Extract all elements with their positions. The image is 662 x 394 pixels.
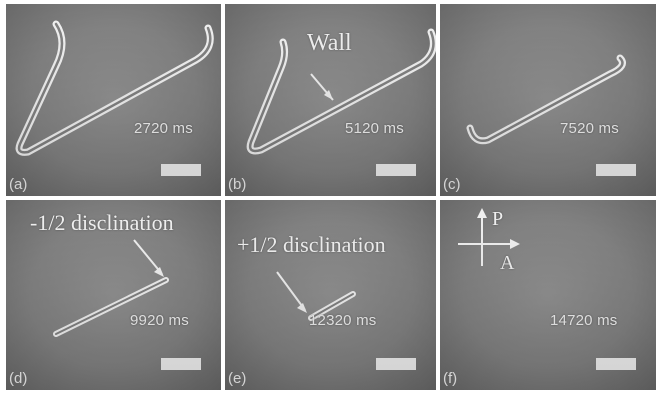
disclination-line-d — [53, 239, 169, 337]
panel-e: +1/2 disclination 12320 ms (e) — [225, 200, 436, 390]
timestamp: 9920 ms — [130, 312, 189, 329]
panel-d: -1/2 disclination 9920 ms (d) — [6, 200, 221, 390]
timestamp: 7520 ms — [560, 120, 619, 137]
polarizer-label: P — [492, 208, 504, 230]
scale-bar — [596, 358, 636, 370]
scale-bar — [161, 358, 201, 370]
panel-f: P A 14720 ms (f) — [440, 200, 656, 390]
wall-line-b — [246, 28, 436, 155]
panel-label: (b) — [228, 176, 247, 193]
plus-half-disclination-annotation: +1/2 disclination — [237, 232, 386, 257]
timestamp: 2720 ms — [134, 120, 193, 137]
timestamp: 14720 ms — [550, 312, 618, 329]
timestamp: 5120 ms — [345, 120, 404, 137]
scale-bar — [161, 164, 201, 176]
wall-line-a — [15, 20, 214, 156]
wall-line-c — [466, 54, 626, 145]
panel-b: Wall 5120 ms (b) — [225, 4, 436, 196]
scale-bar — [376, 358, 416, 370]
timestamp: 12320 ms — [309, 312, 377, 329]
scale-bar — [376, 164, 416, 176]
disclination-line-e — [276, 271, 356, 321]
panel-c: 7520 ms (c) — [440, 4, 656, 196]
panel-label: (c) — [443, 176, 461, 193]
panel-label: (a) — [9, 176, 28, 193]
panel-label: (f) — [443, 370, 458, 387]
panel-label: (d) — [9, 370, 28, 387]
scale-bar — [596, 164, 636, 176]
panel-label: (e) — [228, 370, 247, 387]
minus-half-disclination-annotation: -1/2 disclination — [30, 210, 174, 235]
analyzer-label: A — [500, 252, 515, 274]
polarizer-analyzer-icon — [458, 208, 520, 266]
wall-annotation: Wall — [307, 30, 352, 56]
panel-a: 2720 ms (a) — [6, 4, 221, 196]
